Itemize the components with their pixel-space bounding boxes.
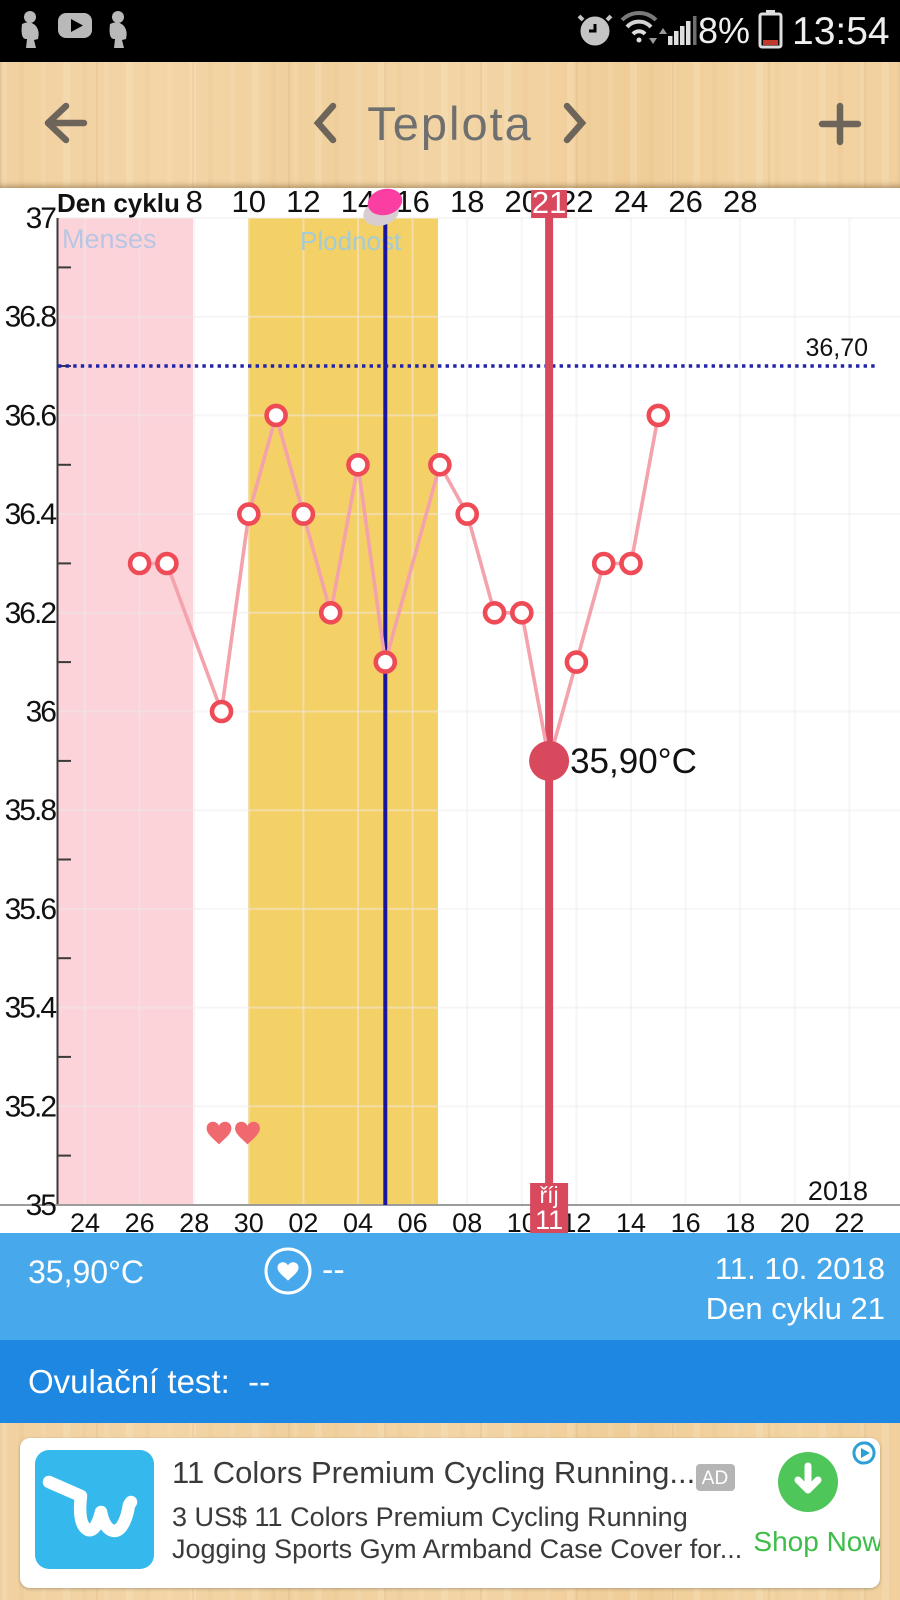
svg-text:říj: říj [540, 1182, 559, 1208]
svg-text:08: 08 [452, 1208, 482, 1233]
svg-text:2018: 2018 [808, 1176, 868, 1206]
svg-text:18: 18 [725, 1208, 755, 1233]
svg-text:Den cyklu: Den cyklu [57, 188, 180, 218]
svg-text:24: 24 [70, 1208, 100, 1233]
svg-text:16: 16 [671, 1208, 701, 1233]
svg-text:8: 8 [186, 188, 203, 219]
svg-text:26: 26 [125, 1208, 155, 1233]
svg-text:Shop Now: Shop Now [753, 1526, 880, 1557]
svg-text:36,70: 36,70 [805, 334, 868, 362]
svg-text:11: 11 [535, 1205, 563, 1233]
svg-text:Jogging Sports Gym Armband Cas: Jogging Sports Gym Armband Case Cover fo… [172, 1534, 742, 1564]
svg-text:37: 37 [26, 202, 57, 235]
svg-text:11 Colors Premium Cycling Runn: 11 Colors Premium Cycling Running... [172, 1455, 695, 1490]
svg-text:22: 22 [834, 1208, 864, 1233]
svg-text:28: 28 [179, 1208, 209, 1233]
svg-text:10: 10 [232, 188, 266, 219]
svg-text:13:54: 13:54 [792, 10, 890, 53]
svg-text:36.8: 36.8 [5, 301, 57, 334]
svg-text:36.4: 36.4 [5, 498, 57, 531]
svg-text:20: 20 [780, 1208, 810, 1233]
svg-text:14: 14 [616, 1208, 646, 1233]
svg-text:04: 04 [343, 1208, 373, 1233]
svg-text:30: 30 [234, 1208, 264, 1233]
svg-text:26: 26 [668, 188, 702, 219]
svg-text:06: 06 [398, 1208, 428, 1233]
svg-text:12: 12 [286, 188, 320, 219]
svg-text:Teplota: Teplota [367, 97, 533, 150]
svg-text:8%: 8% [698, 10, 750, 51]
svg-text:18: 18 [450, 188, 484, 219]
svg-text:Menses: Menses [62, 224, 157, 254]
svg-text:35.2: 35.2 [5, 1090, 57, 1123]
svg-text:28: 28 [723, 188, 757, 219]
svg-text:36: 36 [26, 696, 57, 729]
svg-text:35.4: 35.4 [5, 992, 57, 1025]
svg-text:21: 21 [532, 188, 566, 220]
svg-text:36.2: 36.2 [5, 597, 57, 630]
svg-text:02: 02 [288, 1208, 318, 1233]
svg-text:35.8: 35.8 [5, 794, 57, 827]
svg-text:24: 24 [614, 188, 648, 219]
svg-text:AD: AD [702, 1468, 728, 1489]
svg-text:35,90°C: 35,90°C [570, 742, 697, 781]
svg-text:35: 35 [26, 1189, 57, 1222]
svg-text:35.6: 35.6 [5, 893, 57, 926]
svg-text:3 US$ 11 Colors Premium Cyclin: 3 US$ 11 Colors Premium Cycling Running [172, 1502, 688, 1532]
svg-text:36.6: 36.6 [5, 399, 57, 432]
